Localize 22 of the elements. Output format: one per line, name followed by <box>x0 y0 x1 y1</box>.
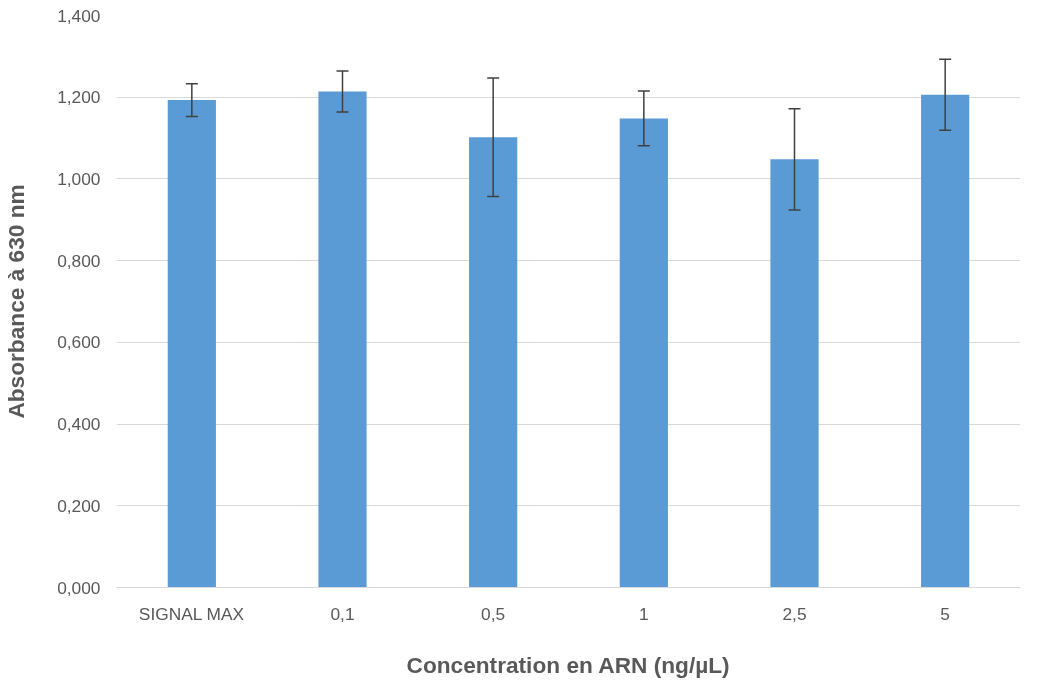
bar <box>469 137 518 588</box>
y-tick-label: 0,000 <box>57 577 101 598</box>
y-tick-label: 0,200 <box>57 495 101 516</box>
bar <box>921 94 970 588</box>
x-tick-label: 0,1 <box>330 603 355 624</box>
y-tick-label: 1,000 <box>57 168 101 189</box>
y-tick-label: 0,600 <box>57 332 101 353</box>
y-axis-title: Absorbance à 630 nm <box>3 184 30 419</box>
bar <box>318 91 367 588</box>
y-tick-label: 1,400 <box>57 5 101 26</box>
y-tick-label: 1,200 <box>57 87 101 108</box>
x-tick-label: 2,5 <box>782 603 807 624</box>
bar <box>167 100 216 588</box>
x-tick-label: 5 <box>940 603 950 624</box>
x-tick-label: 0,5 <box>481 603 506 624</box>
y-tick-label: 0,400 <box>57 414 101 435</box>
x-tick-label: 1 <box>639 603 649 624</box>
x-tick-label: SIGNAL MAX <box>138 603 245 624</box>
bar <box>619 118 668 588</box>
x-axis-title: Concentration en ARN (ng/µL) <box>406 651 730 678</box>
bar <box>770 159 819 588</box>
y-tick-label: 0,800 <box>57 250 101 271</box>
